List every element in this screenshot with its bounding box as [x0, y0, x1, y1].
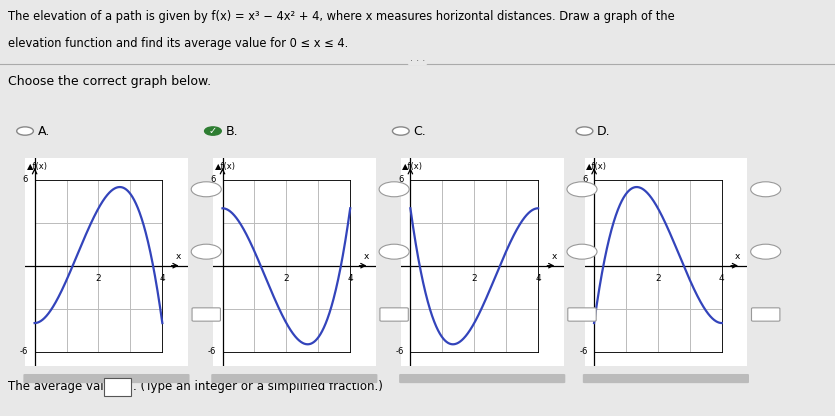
Text: 6: 6	[582, 175, 588, 184]
Text: -6: -6	[396, 347, 404, 356]
Text: x: x	[551, 252, 557, 261]
Text: ▲f(x): ▲f(x)	[586, 162, 607, 171]
Text: ▲f(x): ▲f(x)	[27, 162, 48, 171]
Text: . . .: . . .	[410, 53, 425, 63]
Text: ✓: ✓	[209, 126, 217, 136]
Text: 4: 4	[719, 274, 725, 283]
Text: ▲f(x): ▲f(x)	[215, 162, 235, 171]
Text: C.: C.	[413, 124, 426, 138]
Text: ▲f(x): ▲f(x)	[402, 162, 423, 171]
Text: 2: 2	[472, 274, 477, 283]
Text: . (Type an integer or a simplified fraction.): . (Type an integer or a simplified fract…	[133, 380, 382, 393]
Text: x: x	[175, 252, 181, 261]
Text: 2: 2	[655, 274, 660, 283]
Text: 2: 2	[96, 274, 101, 283]
Text: 2: 2	[284, 274, 289, 283]
Text: B.: B.	[225, 124, 238, 138]
Text: 6: 6	[210, 175, 216, 184]
Text: elevation function and find its average value for 0 ≤ x ≤ 4.: elevation function and find its average …	[8, 37, 348, 50]
Text: x: x	[735, 252, 741, 261]
Text: -6: -6	[20, 347, 28, 356]
Text: 4: 4	[159, 274, 165, 283]
Text: Choose the correct graph below.: Choose the correct graph below.	[8, 75, 211, 88]
Text: 6: 6	[398, 175, 404, 184]
Text: A.: A.	[38, 124, 50, 138]
Text: -6: -6	[579, 347, 588, 356]
Text: 4: 4	[347, 274, 353, 283]
Text: -6: -6	[208, 347, 216, 356]
Text: D.: D.	[597, 124, 610, 138]
Text: The average value is: The average value is	[8, 380, 132, 393]
Text: 6: 6	[23, 175, 28, 184]
Text: x: x	[363, 252, 369, 261]
Text: The elevation of a path is given by f(x) = x³ − 4x² + 4, where x measures horizo: The elevation of a path is given by f(x)…	[8, 10, 676, 23]
Text: 4: 4	[535, 274, 541, 283]
